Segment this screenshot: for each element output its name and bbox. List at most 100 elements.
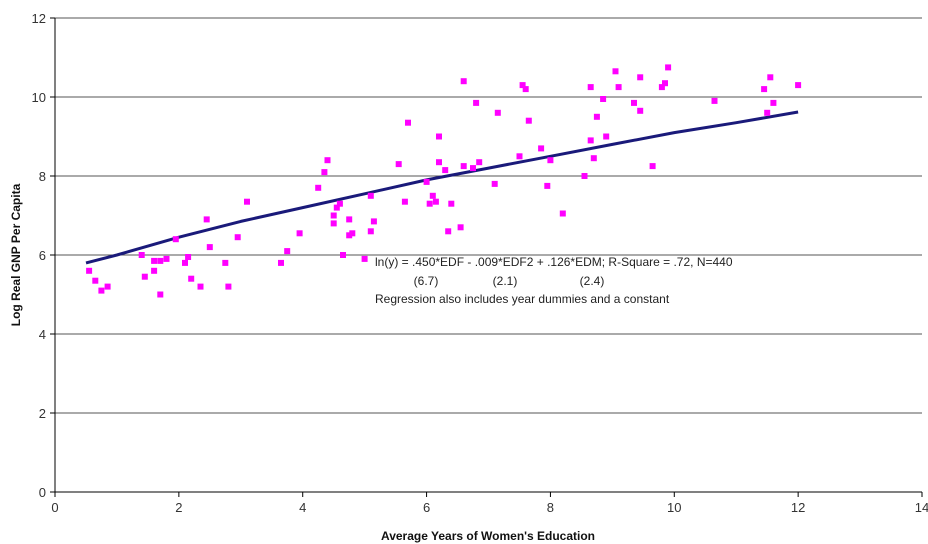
data-point-76 xyxy=(615,84,622,91)
data-point-87 xyxy=(767,74,774,81)
y-tick-label-12: 12 xyxy=(32,11,46,26)
data-point-63 xyxy=(525,117,532,124)
data-point-24 xyxy=(296,230,303,237)
data-point-71 xyxy=(590,155,597,162)
data-point-48 xyxy=(436,133,442,140)
x-tick-label-6: 6 xyxy=(423,500,430,515)
data-point-20 xyxy=(234,234,241,241)
trend-line xyxy=(85,110,799,265)
y-tick-label-10: 10 xyxy=(32,90,46,105)
data-point-34 xyxy=(346,216,353,223)
data-point-23 xyxy=(284,248,291,255)
data-point-62 xyxy=(522,86,529,93)
data-point-25 xyxy=(315,184,322,191)
x-tick-label-8: 8 xyxy=(547,500,554,515)
data-point-89 xyxy=(795,82,802,89)
t-stat-edm: (2.4) xyxy=(580,274,605,288)
data-point-10 xyxy=(163,255,170,262)
data-point-65 xyxy=(544,182,551,189)
data-point-80 xyxy=(649,163,656,170)
data-point-85 xyxy=(761,86,768,93)
x-tick-label-12: 12 xyxy=(791,500,805,515)
data-point-79 xyxy=(637,107,644,114)
t-stat-edf2: (2.1) xyxy=(493,274,518,288)
data-point-67 xyxy=(559,210,566,217)
data-points xyxy=(86,64,802,298)
data-point-43 xyxy=(423,178,430,185)
data-point-66 xyxy=(547,157,554,164)
data-point-70 xyxy=(587,84,594,91)
data-point-53 xyxy=(460,163,467,170)
axes xyxy=(50,17,923,497)
data-point-37 xyxy=(367,228,374,235)
data-point-75 xyxy=(612,68,619,75)
data-point-16 xyxy=(203,216,210,223)
t-stat-edf: (6.7) xyxy=(414,274,439,288)
data-point-1 xyxy=(92,277,99,284)
data-point-55 xyxy=(470,165,476,172)
y-tick-label-4: 4 xyxy=(39,327,46,342)
x-tick-label-0: 0 xyxy=(51,500,58,515)
data-point-39 xyxy=(370,218,377,225)
y-tick-label-8: 8 xyxy=(39,169,46,184)
data-point-2 xyxy=(98,287,105,294)
data-point-9 xyxy=(157,257,164,264)
x-tick-label-4: 4 xyxy=(299,500,306,515)
x-tick-label-14: 14 xyxy=(915,500,928,515)
data-point-22 xyxy=(278,259,284,266)
y-tick-label-6: 6 xyxy=(39,248,46,263)
data-point-44 xyxy=(426,200,433,207)
data-point-83 xyxy=(665,64,672,71)
data-point-26 xyxy=(321,169,328,176)
data-point-12 xyxy=(182,259,188,266)
data-point-15 xyxy=(197,283,204,290)
data-point-45 xyxy=(429,192,436,199)
x-axis-title: Average Years of Women's Education xyxy=(381,529,595,543)
data-point-18 xyxy=(222,259,229,266)
data-point-86 xyxy=(764,109,771,116)
data-point-11 xyxy=(172,236,179,243)
data-point-64 xyxy=(538,145,545,152)
data-point-35 xyxy=(349,230,356,237)
x-tick-label-2: 2 xyxy=(175,500,182,515)
data-point-58 xyxy=(491,180,498,187)
data-point-60 xyxy=(516,153,523,160)
data-point-3 xyxy=(104,283,111,290)
data-point-61 xyxy=(519,82,526,89)
regression-note: Regression also includes year dummies an… xyxy=(375,292,670,306)
data-point-84 xyxy=(711,97,718,104)
data-point-40 xyxy=(395,161,402,168)
data-point-0 xyxy=(86,267,93,274)
data-point-14 xyxy=(188,275,195,282)
data-point-72 xyxy=(593,113,600,120)
data-point-30 xyxy=(333,204,340,211)
y-tick-label-0: 0 xyxy=(39,485,46,500)
data-point-68 xyxy=(581,173,588,179)
data-point-7 xyxy=(151,257,158,264)
y-tick-label-2: 2 xyxy=(39,406,46,421)
data-point-46 xyxy=(432,198,439,205)
data-point-49 xyxy=(442,167,449,174)
data-point-81 xyxy=(658,84,665,91)
data-point-33 xyxy=(346,232,353,239)
data-point-8 xyxy=(157,291,164,298)
y-axis-title: Log Real GNP Per Capita xyxy=(9,183,23,326)
x-tick-label-10: 10 xyxy=(667,500,681,515)
data-point-36 xyxy=(361,255,368,262)
data-point-74 xyxy=(603,133,610,140)
data-point-47 xyxy=(436,159,442,166)
data-point-54 xyxy=(460,78,467,85)
data-point-17 xyxy=(206,244,213,251)
data-point-57 xyxy=(476,159,483,166)
trend-line-group xyxy=(85,110,799,265)
data-point-32 xyxy=(340,252,346,258)
data-point-88 xyxy=(770,99,777,106)
data-point-51 xyxy=(448,200,455,207)
data-point-19 xyxy=(225,283,232,290)
data-point-77 xyxy=(637,74,644,81)
data-point-4 xyxy=(138,252,145,258)
data-point-50 xyxy=(445,228,452,235)
data-point-78 xyxy=(631,99,637,106)
data-point-41 xyxy=(401,198,408,205)
